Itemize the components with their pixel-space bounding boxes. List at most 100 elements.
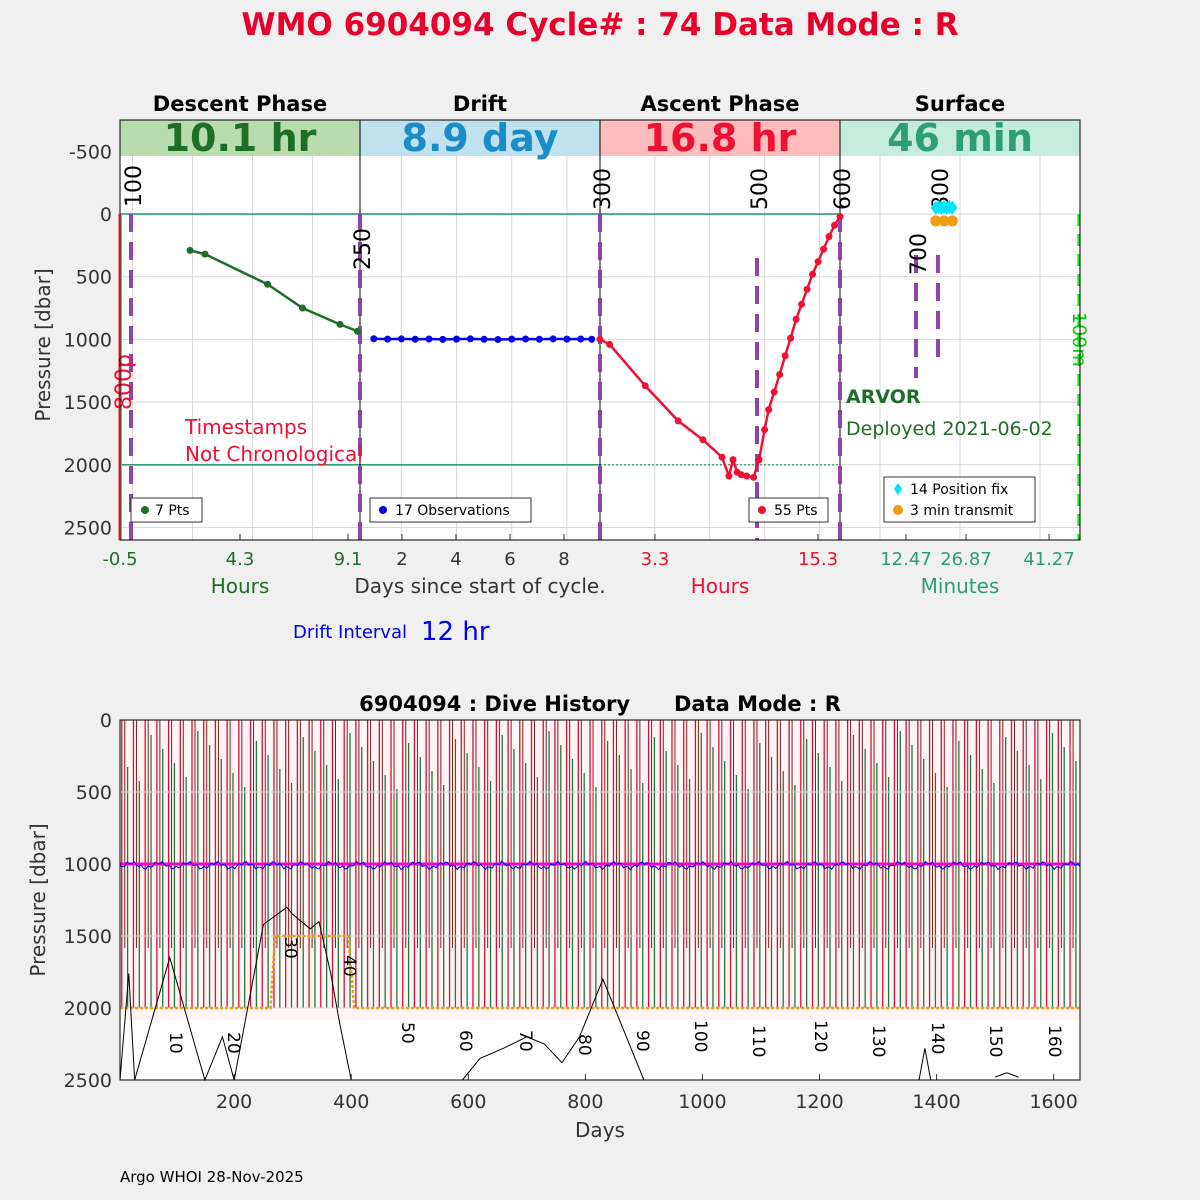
drift-point bbox=[466, 335, 474, 343]
drift-interval-label: Drift Interval bbox=[293, 622, 407, 643]
cycle-number-label: 120 bbox=[810, 1020, 830, 1052]
descent-point bbox=[186, 246, 194, 254]
ascent-line bbox=[599, 215, 842, 481]
phase-title-descent: Descent Phase bbox=[153, 92, 327, 116]
marker-label-500: 500 bbox=[748, 168, 773, 210]
timestamps-note-line2: Not Chronological bbox=[185, 442, 363, 466]
phase-duration-drift: 8.9 day bbox=[402, 116, 559, 160]
surface-transmit-point bbox=[930, 215, 942, 227]
marker-label-100: 100 bbox=[122, 165, 147, 207]
ascent-point bbox=[836, 213, 844, 221]
ascent-xlabel: Hours bbox=[691, 574, 750, 598]
park-label-30: 30 bbox=[280, 937, 300, 959]
deployed-date: Deployed 2021-06-02 bbox=[846, 418, 1053, 440]
bottom-ytick-label: 500 bbox=[76, 782, 112, 804]
drift-point bbox=[508, 335, 516, 343]
ascent-point bbox=[725, 472, 733, 480]
bottom-ytick-label: 2000 bbox=[64, 998, 112, 1020]
top-ytick-label: 2000 bbox=[64, 455, 112, 477]
park-pressure-line bbox=[120, 934, 1080, 1010]
ascent-point bbox=[718, 453, 726, 461]
bottom-title: 6904094 : Dive History Data Mode : R bbox=[359, 692, 841, 716]
phase-bar-ascent bbox=[600, 120, 840, 156]
marker-label-300: 300 bbox=[591, 168, 616, 210]
ascent-point bbox=[737, 471, 745, 479]
surface-transmit-point bbox=[938, 215, 950, 227]
ascent-point bbox=[825, 233, 833, 241]
profile-depth-line-bottom bbox=[994, 1072, 1019, 1078]
phase-title-ascent: Ascent Phase bbox=[641, 92, 800, 116]
drift-point bbox=[384, 335, 392, 343]
ascent-xtick-label: 3.3 bbox=[641, 549, 670, 570]
cycle-number-label: 140 bbox=[927, 1022, 947, 1054]
float-model: ARVOR bbox=[846, 386, 921, 408]
surface-xtick-label: 12.47 bbox=[880, 549, 932, 570]
bottom-xtick-label: 1000 bbox=[678, 1091, 726, 1113]
surface-position-fix-point bbox=[947, 200, 958, 215]
cycle-number-label: 50 bbox=[397, 1022, 417, 1044]
phase-title-drift: Drift bbox=[453, 92, 507, 116]
drift-xtick-label: 4 bbox=[450, 549, 461, 570]
top-ytick-label: 0 bbox=[100, 204, 112, 226]
descent-point bbox=[299, 304, 306, 312]
drift-xtick-label: 6 bbox=[504, 549, 515, 570]
descent-xlabel: Hours bbox=[211, 574, 270, 598]
top-plot-border bbox=[119, 119, 1081, 541]
bottom-panel: 0 500 1000 1500 2000 2500 200 400 600 800 1000 1200… bbox=[64, 710, 1081, 1113]
ascent-point bbox=[596, 335, 604, 343]
phase-bar-surface bbox=[840, 120, 1080, 156]
drift-observed-line bbox=[119, 860, 1081, 871]
drift-point bbox=[535, 335, 543, 343]
cycle-number-label: 90 bbox=[632, 1030, 652, 1052]
drift-point bbox=[397, 335, 405, 343]
ascent-point bbox=[787, 334, 795, 342]
drift-legend: 17 Observations bbox=[369, 497, 532, 523]
bottom-ytick-label: 0 bbox=[100, 710, 112, 732]
drift-xlabel: Days since start of cycle. bbox=[354, 574, 605, 598]
drift-point bbox=[439, 335, 447, 343]
bottom-xtick-label: 1200 bbox=[795, 1091, 843, 1113]
descent-legend: 7 Pts bbox=[130, 497, 203, 523]
cycle-number-label: 110 bbox=[748, 1025, 768, 1057]
top-ytick-label: 500 bbox=[76, 267, 112, 289]
phase-duration-surface: 46 min bbox=[887, 116, 1033, 160]
ascent-point bbox=[798, 300, 806, 308]
cycle-number-label: 100 bbox=[690, 1020, 710, 1052]
ascent-point bbox=[820, 245, 828, 253]
ascent-point bbox=[729, 456, 737, 464]
top-ytick-label: 1500 bbox=[64, 392, 112, 414]
ascent-point bbox=[699, 436, 707, 444]
ascent-point bbox=[776, 371, 784, 379]
drift-point bbox=[588, 335, 596, 343]
profile-depth-line-bottom bbox=[462, 977, 645, 1081]
drift-point bbox=[577, 335, 585, 343]
drift-point bbox=[411, 335, 419, 343]
drift-point bbox=[494, 336, 502, 344]
ascent-point bbox=[755, 456, 763, 464]
ascent-point bbox=[781, 352, 789, 360]
ascent-point bbox=[792, 315, 800, 323]
ascent-legend-text: 55 Pts bbox=[774, 503, 818, 519]
drift-xtick-label: 2 bbox=[396, 549, 407, 570]
cycle-number-label: 10 bbox=[165, 1032, 185, 1054]
ascent-point bbox=[770, 388, 778, 396]
phase-bar-descent bbox=[120, 120, 360, 156]
cycle-number-label: 80 bbox=[574, 1034, 594, 1056]
bottom-xtick-label: 800 bbox=[567, 1091, 603, 1113]
phase-duration-descent: 10.1 hr bbox=[164, 116, 317, 160]
surface-legend-fix-text: 14 Position fix bbox=[910, 482, 1008, 498]
descent-point bbox=[354, 327, 361, 335]
cycle-number-label: 160 bbox=[1044, 1025, 1064, 1057]
surface-legend-transmit-marker bbox=[893, 505, 903, 515]
bottom-xtick-label: 1600 bbox=[1029, 1091, 1077, 1113]
drift-xtick-label: 8 bbox=[558, 549, 569, 570]
park-label-40: 40 bbox=[339, 955, 359, 977]
drift-point bbox=[522, 335, 530, 343]
drift-point bbox=[453, 335, 461, 343]
descent-point bbox=[201, 250, 209, 258]
cycle-number-label: 20 bbox=[223, 1032, 243, 1054]
bottom-ytick-label: 1500 bbox=[64, 926, 112, 948]
surface-xtick-label: 26.87 bbox=[940, 549, 992, 570]
surface-xlabel: Minutes bbox=[921, 574, 1000, 598]
top-ytick-label: 2500 bbox=[64, 517, 112, 539]
